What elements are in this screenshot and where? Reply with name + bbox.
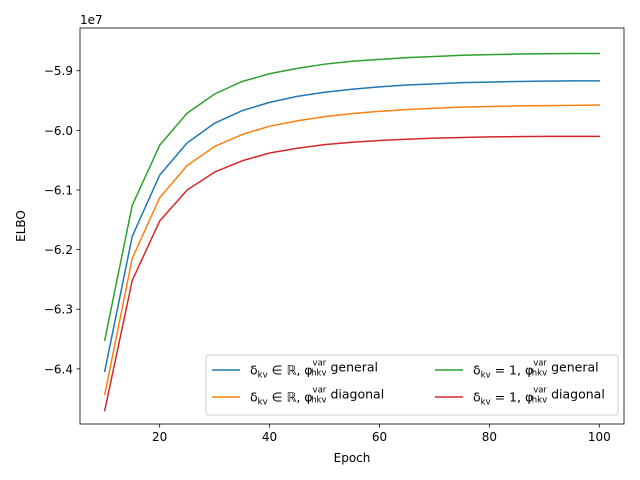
y-axis-label: ELBO [14,210,28,242]
legend-label-2: δkv ∈ ℝ, φvar hkv diagonal [250,386,384,408]
series-line-3 [103,52,601,342]
y-tick-label: −6.3 [44,303,73,317]
x-axis-label: Epoch [334,451,371,465]
y-tick-label: −6.0 [44,124,73,138]
x-tick-label: 20 [152,430,167,444]
series-line-4 [103,135,601,412]
axes-frame [79,27,625,425]
legend-label-3: δkv = 1, φvar hkv general [473,359,599,381]
series-lines [103,52,601,412]
y-tick-label: −6.1 [44,183,73,197]
x-tick-label: 60 [372,430,387,444]
y-offset-text: 1e7 [80,13,103,27]
x-tick-label: 40 [262,430,277,444]
y-tick-label: −6.4 [44,362,73,376]
x-tick-label: 100 [588,430,611,444]
legend: δkv ∈ ℝ, φvar hkv general δkv ∈ ℝ, φvar hkv… [205,354,619,416]
y-axis-ticks: −6.4 −6.3 −6.2 −6.1 −6.0 −5.9 [44,64,80,376]
legend-frame [205,354,619,416]
y-tick-label: −5.9 [44,64,73,78]
legend-label-1: δkv ∈ ℝ, φvar hkv general [250,359,378,381]
legend-label-4: δkv = 1, φvar hkv diagonal [473,386,605,408]
x-axis-ticks: 20 40 60 80 100 [152,424,611,444]
x-tick-label: 80 [482,430,497,444]
series-line-2 [103,104,601,396]
series-line-1 [103,80,601,373]
y-tick-label: −6.2 [44,243,73,257]
